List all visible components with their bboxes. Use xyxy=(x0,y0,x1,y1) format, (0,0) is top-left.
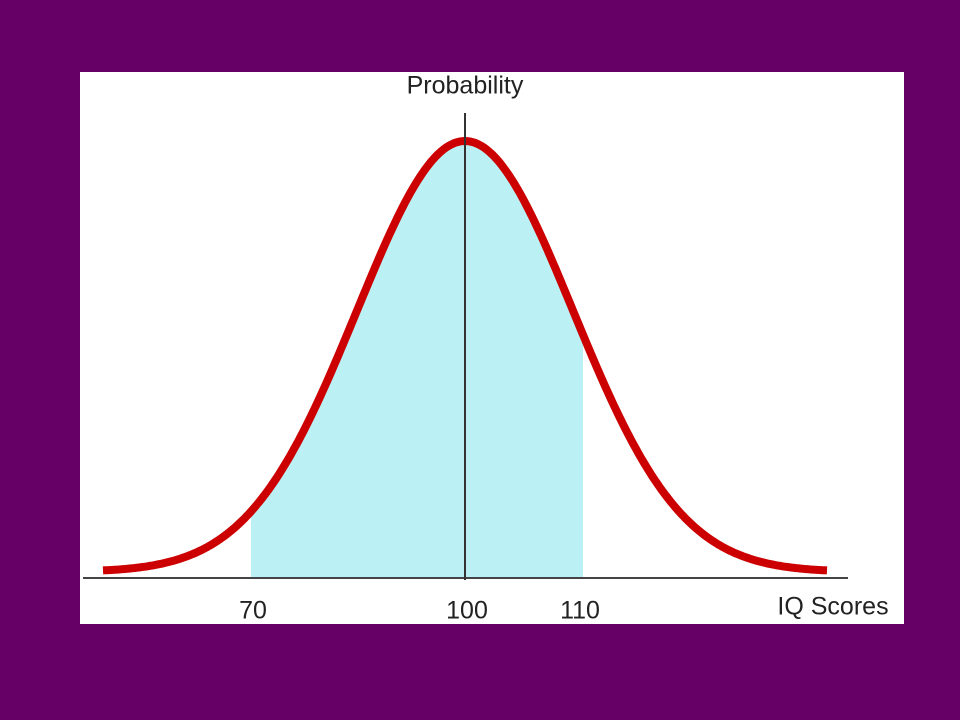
shaded-region xyxy=(251,141,583,578)
y-axis-label: Probability xyxy=(407,72,524,100)
tick-label: 100 xyxy=(446,597,488,625)
tick-label: 110 xyxy=(560,597,600,625)
x-axis-label: IQ Scores xyxy=(777,593,888,621)
tick-label: 70 xyxy=(239,597,267,625)
